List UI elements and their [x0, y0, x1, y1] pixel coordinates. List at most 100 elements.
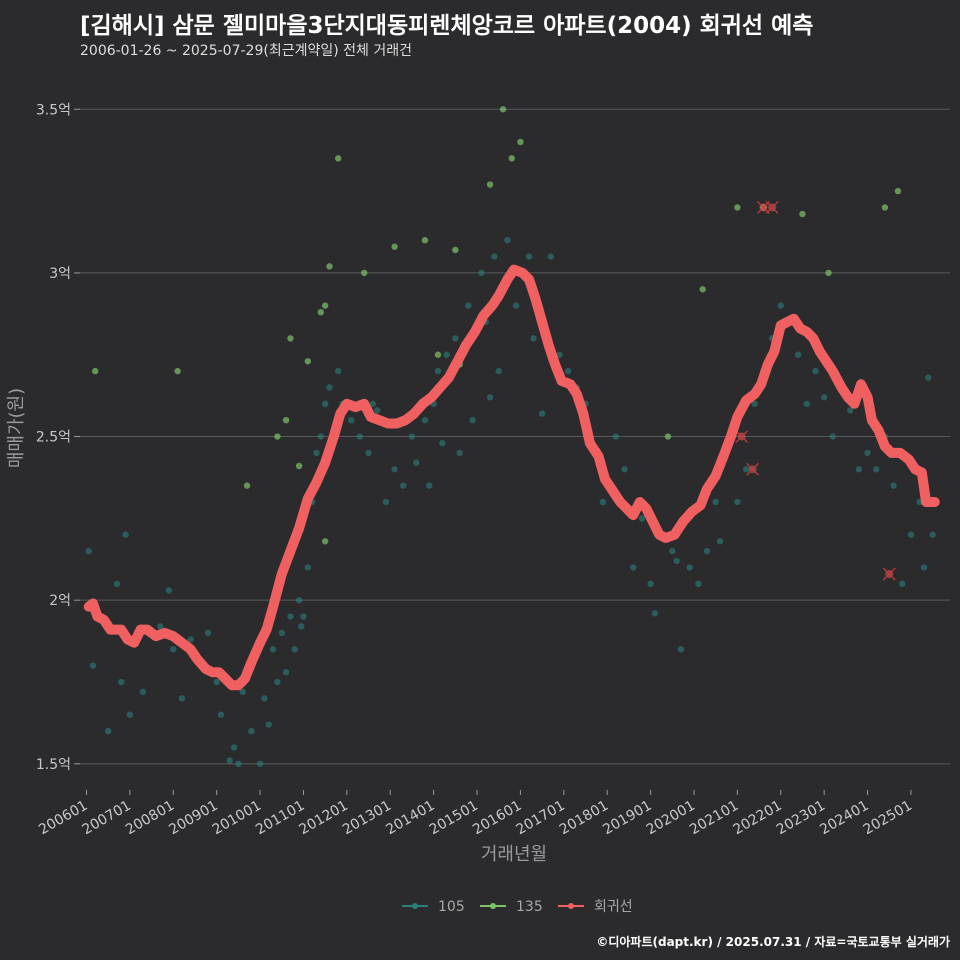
point-135 [825, 269, 832, 277]
point-135 [282, 416, 290, 424]
outlier-x-mark [746, 462, 760, 476]
point-135 [434, 351, 442, 358]
point-105 [899, 580, 906, 588]
point-105 [925, 374, 932, 381]
point-105 [486, 394, 494, 401]
point-105 [278, 629, 285, 637]
point-105 [803, 400, 811, 408]
point-105 [165, 587, 173, 594]
point-105 [638, 515, 646, 522]
point-135 [91, 367, 99, 375]
point-105 [495, 367, 502, 375]
x-tick-label: 202301 [774, 798, 828, 839]
point-105 [170, 646, 177, 653]
point-105 [812, 367, 819, 375]
point-105 [673, 557, 680, 565]
point-105 [213, 678, 220, 686]
point-135 [287, 335, 294, 342]
series-105-points [85, 236, 936, 768]
point-135 [799, 210, 806, 218]
point-105 [777, 302, 784, 309]
point-105 [512, 302, 520, 309]
point-105 [391, 466, 398, 473]
point-105 [621, 466, 628, 473]
point-135 [486, 181, 494, 188]
footer-credit: ©디아파트(dapt.kr) / 2025.07.31 / 자료=국토교통부 실… [596, 935, 950, 949]
point-105 [382, 498, 390, 506]
point-105 [291, 646, 298, 653]
point-105 [794, 351, 802, 358]
point-105 [421, 416, 429, 424]
legend-regression-marker [568, 903, 574, 909]
point-105 [647, 580, 654, 588]
point-105 [347, 416, 355, 424]
point-135 [295, 462, 303, 470]
x-tick-label: 201101 [253, 798, 307, 839]
x-tick-label: 202401 [817, 798, 871, 839]
series-135-points [91, 106, 902, 545]
point-105 [374, 407, 381, 414]
point-105 [298, 623, 305, 630]
point-105 [230, 744, 238, 751]
point-105 [326, 384, 333, 391]
point-105 [282, 668, 290, 676]
x-tick-label: 201001 [210, 798, 264, 839]
point-105 [304, 564, 312, 571]
point-105 [873, 466, 880, 473]
point-135 [734, 204, 741, 211]
point-135 [326, 263, 333, 270]
point-135 [881, 204, 889, 211]
point-105 [85, 547, 92, 555]
point-105 [907, 531, 915, 538]
outlier-x-mark [735, 430, 749, 444]
x-axis-ticks: 2006012007012008012009012010012011012012… [36, 790, 915, 838]
x-axis-label: 거래년월 [481, 844, 547, 865]
point-105 [547, 253, 554, 260]
point-105 [538, 410, 546, 417]
x-tick-label: 201201 [297, 798, 351, 839]
point-105 [677, 646, 685, 653]
legend-135-label: 135 [516, 899, 543, 915]
point-105 [313, 449, 320, 457]
point-135 [317, 308, 325, 316]
regression-outlier-markers [735, 200, 896, 581]
point-105 [400, 482, 407, 489]
point-105 [890, 482, 897, 489]
x-tick-label: 200701 [80, 798, 134, 839]
point-105 [413, 459, 420, 466]
point-105 [265, 721, 272, 728]
point-105 [556, 351, 563, 358]
point-105 [226, 757, 233, 764]
point-105 [334, 367, 342, 375]
point-135 [508, 155, 515, 162]
x-tick-label: 201801 [557, 798, 611, 839]
point-105 [504, 236, 511, 244]
x-tick-label: 201701 [514, 798, 568, 839]
point-105 [118, 678, 125, 686]
point-135 [304, 358, 312, 365]
point-105 [612, 433, 620, 440]
point-135 [421, 236, 429, 244]
point-135 [321, 302, 329, 309]
point-105 [864, 449, 871, 457]
legend-135-marker [490, 903, 496, 909]
point-105 [248, 727, 255, 735]
point-105 [452, 335, 459, 342]
point-135 [334, 155, 342, 162]
x-tick-label: 201301 [340, 798, 394, 839]
point-105 [239, 688, 246, 696]
point-135 [361, 269, 368, 277]
y-tick-label: 2.5억 [36, 430, 71, 446]
point-105 [920, 564, 928, 571]
x-tick-label: 202001 [644, 798, 698, 839]
x-tick-label: 201601 [470, 798, 524, 839]
point-105 [716, 538, 724, 545]
point-105 [439, 439, 446, 447]
point-105 [669, 547, 676, 555]
point-105 [695, 580, 702, 588]
y-axis-label: 매매가(원) [6, 388, 27, 468]
point-105 [443, 351, 450, 358]
point-105 [829, 433, 837, 440]
legend-105-label: 105 [438, 899, 465, 915]
